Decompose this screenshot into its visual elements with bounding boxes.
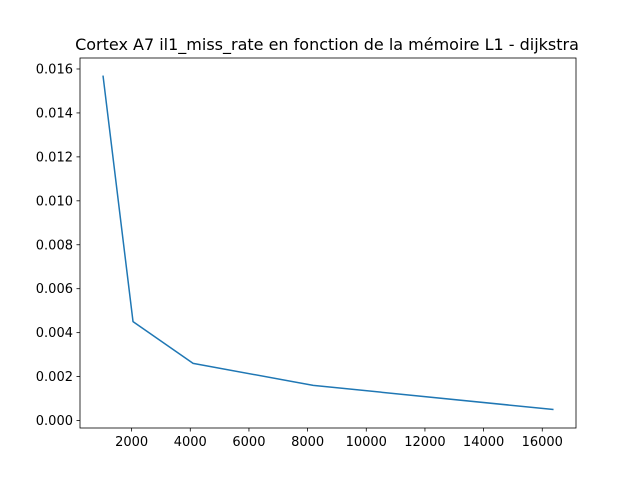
x-tick-label: 16000 [522,435,563,450]
axes-frame [79,57,577,429]
x-tick-label: 2000 [115,435,148,450]
x-tick-label: 6000 [232,435,265,450]
y-tick-label: 0.004 [36,326,73,341]
y-tick-label: 0.016 [36,62,73,77]
y-tick-label: 0.002 [36,370,73,385]
x-tick-label: 12000 [404,435,445,450]
y-tick-label: 0.006 [36,282,73,297]
x-tick-label: 10000 [346,435,387,450]
series-line [102,75,554,411]
y-tick-label: 0.010 [36,194,73,209]
y-tick-label: 0.014 [36,106,73,121]
x-tick-label: 8000 [291,435,324,450]
axis-ticks: 2000 4000 6000 8000 10000 12000 14000 16000 0.00… [36,62,563,450]
x-tick-label: 4000 [174,435,207,450]
y-tick-label: 0.008 [36,238,73,253]
y-tick-label: 0.012 [36,150,73,165]
y-tick-label: 0.000 [36,414,73,429]
chart-title: Cortex A7 il1_miss_rate en fonction de l… [75,35,579,55]
plot-series [102,75,554,411]
x-tick-label: 14000 [463,435,504,450]
